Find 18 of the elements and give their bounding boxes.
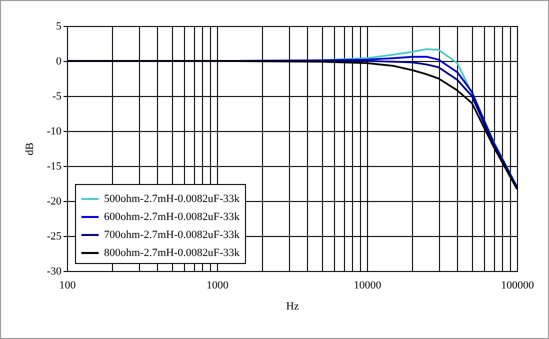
- x-axis-title: Hz: [286, 300, 300, 312]
- y-tick-label: -20: [46, 196, 62, 208]
- legend-label: 500ohm-2.7mH-0.0082uF-33k: [104, 193, 240, 205]
- y-axis-title: dB: [24, 142, 36, 156]
- y-tick-label: -15: [46, 160, 62, 172]
- legend-label: 700ohm-2.7mH-0.0082uF-33k: [104, 229, 240, 241]
- legend-label: 600ohm-2.7mH-0.0082uF-33k: [104, 211, 240, 223]
- y-tick-label: 0: [56, 56, 62, 68]
- x-tick-label: 1000: [206, 280, 229, 292]
- x-tick-label: 100: [59, 280, 76, 292]
- y-tick-label: -10: [46, 126, 62, 138]
- y-tick-label: 5: [56, 20, 62, 32]
- legend-label: 800ohm-2.7mH-0.0082uF-33k: [104, 247, 240, 259]
- x-tick-label: 10000: [354, 280, 382, 292]
- y-tick-label: -25: [46, 230, 62, 242]
- x-tick-label: 100000: [501, 280, 534, 292]
- y-tick-label: -5: [52, 90, 62, 102]
- y-tick-label: -30: [46, 266, 62, 278]
